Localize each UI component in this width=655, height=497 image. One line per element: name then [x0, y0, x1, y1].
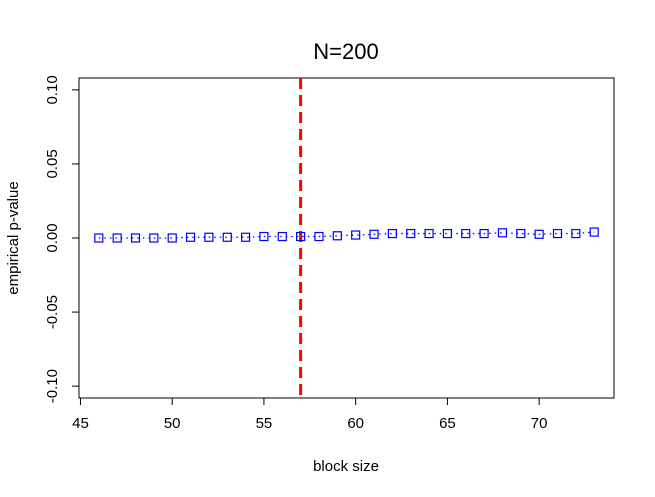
point-marker: [497, 228, 508, 238]
y-tick-label: -0.05: [44, 295, 61, 329]
point-marker: [406, 228, 416, 239]
point-marker: [314, 231, 324, 242]
point-marker: [534, 229, 544, 239]
point-marker: [351, 230, 361, 240]
y-tick-label: 0.00: [44, 223, 61, 252]
point-marker: [442, 228, 453, 239]
point-marker: [130, 233, 141, 243]
point-marker: [185, 232, 196, 242]
y-tick-label: -0.10: [44, 369, 61, 403]
point-marker: [112, 233, 122, 243]
point-marker: [369, 229, 379, 239]
y-axis-label: empirical p-value: [5, 181, 22, 294]
x-tick-label: 55: [256, 415, 273, 432]
point-marker: [552, 228, 563, 239]
x-tick-label: 65: [439, 415, 456, 432]
point-marker: [424, 228, 434, 239]
y-tick-label: 0.05: [44, 149, 61, 178]
series-line: [98, 231, 595, 239]
point-marker: [204, 232, 214, 242]
y-tick-label: 0.10: [44, 75, 61, 104]
point-marker: [296, 231, 306, 242]
x-tick-label: 60: [347, 415, 364, 432]
point-marker: [94, 233, 104, 243]
x-tick-label: 45: [72, 415, 89, 432]
point-marker: [571, 228, 581, 239]
point-marker: [277, 231, 287, 242]
point-marker: [167, 233, 177, 243]
plot-box: [78, 77, 615, 399]
point-marker: [332, 231, 342, 241]
chart-title: N=200: [313, 39, 378, 64]
x-tick-label: 70: [531, 415, 548, 432]
point-marker: [461, 228, 471, 239]
point-marker: [240, 232, 251, 242]
x-axis-label: block size: [313, 458, 379, 475]
point-marker: [222, 232, 232, 242]
point-marker: [516, 228, 526, 239]
point-marker: [589, 227, 599, 237]
point-marker: [149, 233, 159, 243]
x-tick-label: 50: [164, 415, 181, 432]
point-marker: [387, 228, 397, 239]
point-marker: [259, 231, 269, 242]
point-marker: [479, 228, 489, 239]
